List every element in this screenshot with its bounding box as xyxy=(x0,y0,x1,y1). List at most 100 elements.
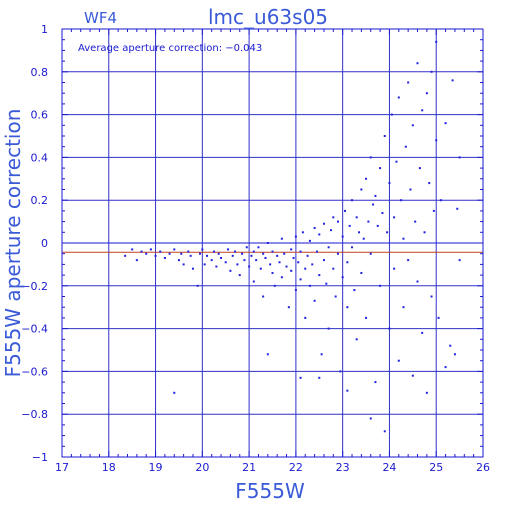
data-point xyxy=(404,145,407,148)
data-point xyxy=(273,284,276,287)
data-point xyxy=(369,417,372,420)
y-tick-labels: 1 0.8 0.6 0.4 0.2 0 −0.2 −0.4 −0.6 −0.8 −1 xyxy=(21,23,48,464)
data-point xyxy=(365,177,368,180)
data-point xyxy=(301,231,304,234)
data-point xyxy=(234,250,237,253)
data-point xyxy=(299,376,302,379)
data-point xyxy=(411,124,414,127)
data-point xyxy=(294,289,297,292)
average-annotation: Average aperture correction: −0.043 xyxy=(78,43,262,54)
data-point xyxy=(266,353,269,356)
data-point xyxy=(322,259,325,262)
data-point xyxy=(259,267,262,270)
data-point xyxy=(271,271,274,274)
data-point xyxy=(329,229,332,232)
data-point xyxy=(430,70,433,73)
data-point xyxy=(203,263,206,266)
data-point xyxy=(227,248,230,251)
x-axis-title: F555W xyxy=(235,479,305,503)
data-point xyxy=(189,254,192,257)
data-point xyxy=(372,203,375,206)
data-point xyxy=(409,188,412,191)
data-point xyxy=(173,391,176,394)
data-point xyxy=(397,359,400,362)
data-point xyxy=(215,265,218,268)
data-point xyxy=(432,209,435,212)
x-tick-label: 26 xyxy=(476,461,490,474)
data-point xyxy=(393,216,396,219)
y-tick-label: −0.2 xyxy=(21,280,48,293)
data-point xyxy=(374,194,377,197)
data-point xyxy=(449,344,452,347)
data-point xyxy=(339,370,342,373)
data-point xyxy=(336,252,339,255)
data-point xyxy=(390,113,393,116)
data-point xyxy=(407,259,410,262)
data-point xyxy=(173,248,176,251)
data-point xyxy=(168,252,171,255)
data-point xyxy=(327,327,330,330)
data-point xyxy=(327,246,330,249)
y-axis-title: F555W aperture correction xyxy=(1,109,25,378)
data-point xyxy=(423,231,426,234)
data-point xyxy=(428,182,431,185)
data-point xyxy=(365,316,368,319)
data-point xyxy=(407,81,410,84)
data-point xyxy=(252,280,255,283)
data-point xyxy=(271,250,274,253)
chart-title: lmc_u63s05 xyxy=(208,5,328,29)
data-point xyxy=(388,327,391,330)
data-point xyxy=(290,269,293,272)
data-point xyxy=(320,353,323,356)
x-tick-labels: 17 18 19 20 21 22 23 24 25 26 xyxy=(55,461,490,474)
data-point xyxy=(149,248,152,251)
data-point xyxy=(304,267,307,270)
data-point xyxy=(325,282,328,285)
data-point xyxy=(348,224,351,227)
data-point xyxy=(355,338,358,341)
data-point xyxy=(425,391,428,394)
data-point xyxy=(344,209,347,212)
data-point xyxy=(276,254,279,257)
data-point xyxy=(351,199,354,202)
data-point xyxy=(308,239,311,242)
data-point xyxy=(255,259,258,262)
data-point xyxy=(418,167,421,170)
data-point xyxy=(332,216,335,219)
data-point xyxy=(414,220,417,223)
data-point xyxy=(217,252,220,255)
data-point xyxy=(402,306,405,309)
data-point xyxy=(201,248,204,251)
x-tick-label: 25 xyxy=(429,461,443,474)
data-point xyxy=(313,299,316,302)
data-point xyxy=(131,248,134,251)
y-tick-label: 1 xyxy=(41,23,48,36)
y-tick-label: −0.6 xyxy=(21,365,48,378)
data-point xyxy=(299,250,302,253)
data-point xyxy=(182,263,185,266)
data-point xyxy=(238,274,241,277)
data-point xyxy=(159,250,162,253)
data-point xyxy=(318,233,321,236)
data-point xyxy=(360,188,363,191)
data-point xyxy=(374,381,377,384)
y-tick-label: −0.4 xyxy=(21,323,48,336)
panel-label: WF4 xyxy=(84,9,117,27)
data-point xyxy=(402,237,405,240)
data-point xyxy=(369,156,372,159)
data-point xyxy=(163,256,166,259)
data-point xyxy=(210,259,213,262)
data-point xyxy=(250,254,253,257)
data-point xyxy=(292,256,295,259)
y-tick-label: 0.4 xyxy=(31,151,49,164)
data-point xyxy=(388,182,391,185)
data-point xyxy=(278,261,281,264)
data-point xyxy=(383,135,386,137)
data-point xyxy=(336,220,339,223)
data-point xyxy=(294,235,297,238)
data-point xyxy=(299,278,302,281)
data-point xyxy=(346,306,349,309)
data-point xyxy=(332,267,335,270)
x-tick-label: 19 xyxy=(149,461,163,474)
